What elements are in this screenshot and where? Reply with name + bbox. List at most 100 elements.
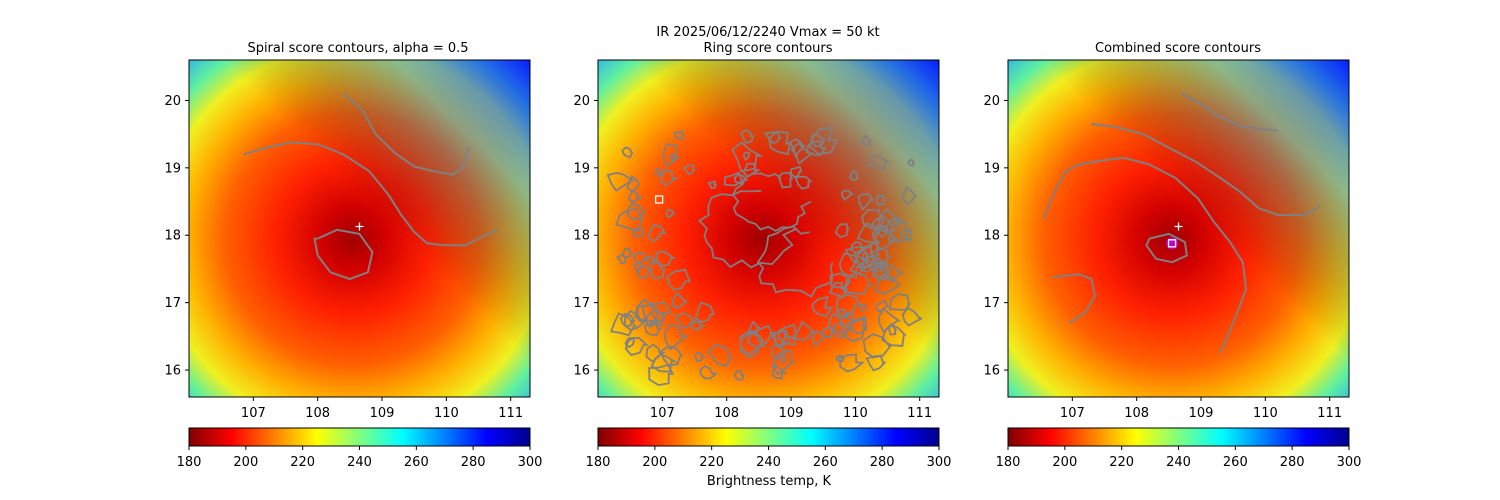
ring-contour-blob bbox=[659, 168, 680, 187]
ring-contour-blob bbox=[888, 234, 899, 244]
panel-title-3: Combined score contours bbox=[1095, 41, 1261, 56]
ring-contour-blob bbox=[877, 307, 902, 334]
ring-contour-blob bbox=[655, 249, 677, 268]
colorbar-tick-label: 300 bbox=[927, 455, 952, 470]
ring-contour-blob bbox=[624, 336, 636, 349]
ring-contour-blob bbox=[900, 228, 913, 242]
y-tick-label: 18 bbox=[164, 229, 181, 244]
y-tick-label: 16 bbox=[164, 364, 181, 379]
colorbar-2 bbox=[597, 427, 940, 447]
colorbar-tick-label: 300 bbox=[518, 455, 543, 470]
ring-contour-blob bbox=[888, 292, 912, 311]
ring-contour-blob bbox=[768, 130, 792, 156]
ring-contour-blob bbox=[626, 202, 648, 221]
y-tick-label: 18 bbox=[573, 229, 590, 244]
ring-contour-blob bbox=[694, 351, 707, 363]
x-tick-label: 108 bbox=[1124, 406, 1149, 421]
ring-contour-blob bbox=[698, 365, 719, 380]
ring-contour-blob bbox=[790, 142, 815, 165]
ring-contour-blob bbox=[875, 208, 907, 234]
y-tick-label: 20 bbox=[164, 94, 181, 109]
contour-line bbox=[342, 92, 470, 176]
y-tick-label: 20 bbox=[983, 94, 1000, 109]
ring-contour-blob bbox=[648, 363, 675, 387]
axes-frame-2 bbox=[597, 59, 940, 398]
x-tick-label: 110 bbox=[1253, 406, 1278, 421]
ring-contour-blob bbox=[843, 311, 855, 321]
colorbar-tick-label: 260 bbox=[404, 455, 429, 470]
ring-contour-blob bbox=[877, 224, 891, 239]
x-tick-label: 111 bbox=[1317, 406, 1342, 421]
max-score-square-marker bbox=[654, 195, 664, 204]
panel-title-1: Spiral score contours, alpha = 0.5 bbox=[247, 41, 468, 56]
panel-title-2: Ring score contours bbox=[703, 41, 832, 56]
ring-contour-blob bbox=[841, 189, 855, 201]
center-highlight bbox=[1166, 237, 1179, 250]
storm-center-plus-marker bbox=[355, 222, 364, 231]
contour-line bbox=[1052, 273, 1096, 324]
axes-frame-1 bbox=[188, 59, 531, 398]
colorbar-tick-label: 260 bbox=[1223, 455, 1248, 470]
ring-contour-blob bbox=[742, 151, 750, 162]
ring-contour-blob bbox=[838, 252, 862, 279]
ring-contour-blob bbox=[627, 189, 644, 204]
ring-contour-blob bbox=[763, 131, 782, 145]
ring-contour-blob bbox=[890, 218, 909, 243]
ring-contour-blob bbox=[901, 185, 918, 206]
ring-contour-blob bbox=[624, 337, 650, 357]
y-tick-label: 19 bbox=[983, 161, 1000, 176]
ring-contour-blob bbox=[868, 154, 891, 170]
x-tick-label: 111 bbox=[498, 406, 523, 421]
colorbar-tick-label: 200 bbox=[642, 455, 667, 470]
colorbar-tick-label: 220 bbox=[699, 455, 724, 470]
ring-contour-blob bbox=[871, 261, 891, 281]
colorbar-tick-label: 240 bbox=[756, 455, 781, 470]
suptitle: IR 2025/06/12/2240 Vmax = 50 kt bbox=[656, 25, 879, 40]
ring-contour-blob bbox=[659, 345, 684, 367]
ring-contour-blob bbox=[734, 369, 745, 381]
x-tick-label: 107 bbox=[650, 406, 675, 421]
ring-contour-blob bbox=[808, 126, 838, 156]
colorbar-1 bbox=[188, 427, 531, 447]
ring-contour-blob bbox=[739, 331, 765, 356]
ring-contour-blob bbox=[626, 174, 640, 193]
ring-contour-blob bbox=[861, 252, 870, 261]
colorbar-tick-label: 240 bbox=[347, 455, 372, 470]
ring-contour-blob bbox=[810, 132, 827, 148]
x-tick-label: 108 bbox=[714, 406, 739, 421]
ring-contour-blob bbox=[848, 169, 858, 181]
ring-contour-blob bbox=[790, 320, 817, 342]
colorbar-tick-label: 260 bbox=[813, 455, 838, 470]
ring-contour-blob bbox=[778, 354, 787, 364]
ring-contour-blob bbox=[834, 223, 850, 239]
x-tick-label: 109 bbox=[370, 406, 395, 421]
colorbar-tick-label: 280 bbox=[870, 455, 895, 470]
contour-line bbox=[1042, 156, 1248, 354]
ring-contour-blob bbox=[644, 322, 662, 336]
ring-contour-arc bbox=[697, 189, 798, 269]
ring-contour-blob bbox=[671, 291, 689, 309]
x-tick-label: 111 bbox=[907, 406, 932, 421]
ring-contour-blob bbox=[746, 324, 776, 349]
ring-contour-blob bbox=[836, 308, 849, 319]
contour-line bbox=[243, 141, 499, 247]
ring-contour-blob bbox=[888, 217, 898, 228]
colorbar-tick-label: 220 bbox=[1109, 455, 1134, 470]
ring-contour-blob bbox=[694, 301, 716, 324]
ring-contour-blob bbox=[873, 273, 901, 295]
ring-contour-blob bbox=[606, 171, 636, 193]
contour-line bbox=[1181, 92, 1279, 132]
contour-line bbox=[313, 228, 374, 280]
x-tick-label: 109 bbox=[779, 406, 804, 421]
colorbar-tick-label: 300 bbox=[1337, 455, 1362, 470]
ring-contour-blob bbox=[832, 321, 856, 339]
colorbar-tick-label: 180 bbox=[177, 455, 202, 470]
x-tick-label: 110 bbox=[843, 406, 868, 421]
y-tick-label: 17 bbox=[164, 296, 181, 311]
ring-contour-blob bbox=[674, 312, 697, 329]
y-tick-label: 17 bbox=[573, 296, 590, 311]
ring-contour-blob bbox=[887, 323, 898, 336]
ring-contour-blob bbox=[858, 304, 868, 312]
max-score-square-marker bbox=[1167, 239, 1177, 248]
